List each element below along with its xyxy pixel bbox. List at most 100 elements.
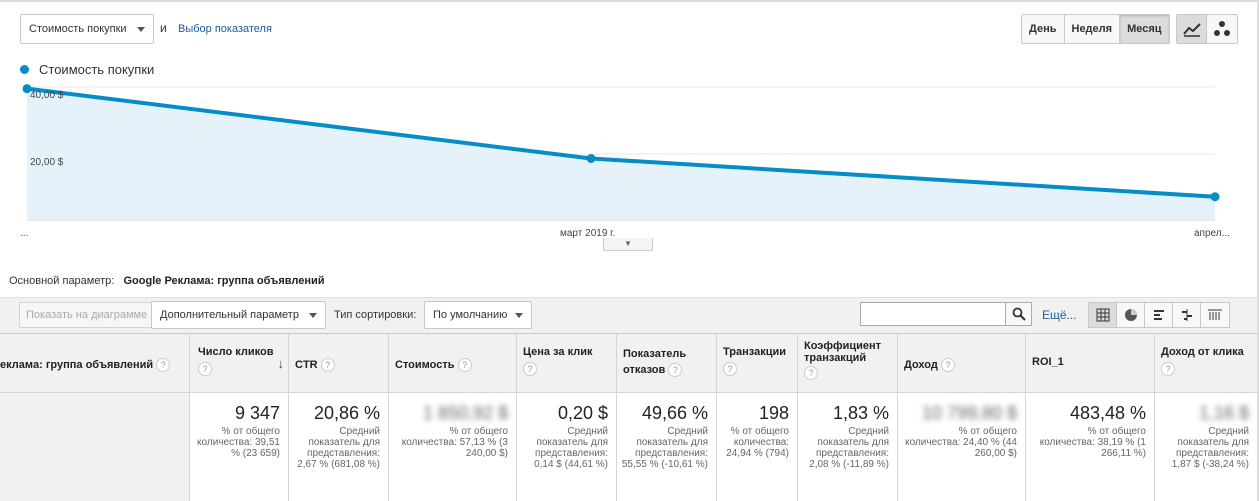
help-icon[interactable]: ? bbox=[156, 358, 171, 372]
motion-chart-icon[interactable] bbox=[1207, 15, 1237, 43]
chart-legend: Стоимость покупки bbox=[20, 62, 154, 77]
totals-sub: Средний показатель для представления: 55… bbox=[621, 426, 708, 470]
sort-type-value: По умолчанию bbox=[433, 309, 508, 321]
period-month-button[interactable]: Месяц bbox=[1120, 15, 1169, 43]
chevron-down-icon bbox=[515, 313, 523, 318]
totals-value: 198 bbox=[758, 403, 789, 423]
legend-dot-icon bbox=[20, 65, 29, 74]
column-header-transactions[interactable]: Транзакции ? bbox=[716, 334, 797, 393]
help-icon[interactable]: ? bbox=[320, 358, 335, 372]
help-icon[interactable]: ? bbox=[804, 366, 818, 380]
chevron-down-icon bbox=[309, 313, 317, 318]
totals-cell-cpc: 0,20 $ Средний показатель для представле… bbox=[516, 393, 616, 501]
totals-sub: % от общего количества: 57,13 % (3 240,0… bbox=[401, 426, 508, 459]
help-icon[interactable]: ? bbox=[940, 358, 955, 372]
column-header-label: Показатель отказов bbox=[623, 348, 687, 376]
totals-value: 10 799,80 $ bbox=[921, 403, 1017, 423]
totals-value: 49,66 % bbox=[641, 403, 708, 423]
data-point[interactable] bbox=[586, 153, 596, 163]
period-day-button[interactable]: День bbox=[1022, 15, 1065, 43]
totals-sub: % от общего количества: 39,51 % (23 659) bbox=[197, 426, 280, 459]
data-point[interactable] bbox=[1210, 192, 1220, 202]
period-week-button[interactable]: Неделя bbox=[1064, 15, 1121, 43]
column-header-label: Стоимость bbox=[395, 358, 455, 371]
column-header-roi[interactable]: ROI_1 bbox=[1025, 334, 1154, 393]
help-icon[interactable]: ? bbox=[668, 363, 683, 378]
period-toggle: День Неделя Месяц bbox=[1021, 14, 1170, 44]
table-header: екламa: группа объявлений ? Число кликов… bbox=[0, 334, 1257, 393]
help-icon[interactable]: ? bbox=[523, 362, 537, 376]
line-chart-icon[interactable] bbox=[1177, 15, 1207, 43]
data-table-icon[interactable] bbox=[1089, 303, 1117, 327]
pie-chart-icon[interactable] bbox=[1117, 303, 1145, 327]
table-view-toggle bbox=[1088, 302, 1230, 328]
search-icon[interactable] bbox=[1005, 302, 1032, 326]
comparison-icon[interactable] bbox=[1173, 303, 1201, 327]
column-header-label: Доход bbox=[904, 358, 938, 371]
help-icon[interactable]: ? bbox=[198, 362, 212, 376]
primary-dimension-value[interactable]: Google Реклама: группа объявлений bbox=[123, 275, 325, 287]
sort-type-label: Тип сортировки: bbox=[334, 309, 417, 321]
column-header-revenue-per-click[interactable]: Доход от клика ? bbox=[1154, 334, 1257, 393]
column-header-cpc[interactable]: Цена за клик ? bbox=[516, 334, 616, 393]
secondary-dimension-select[interactable]: Дополнительный параметр bbox=[151, 301, 326, 329]
column-header-revenue[interactable]: Доход ? bbox=[897, 334, 1025, 393]
column-header-ctr[interactable]: CTR ? bbox=[288, 334, 388, 393]
select-metric-link[interactable]: Выбор показателя bbox=[178, 23, 272, 35]
performance-bars-icon[interactable] bbox=[1145, 303, 1173, 327]
help-icon[interactable]: ? bbox=[1161, 362, 1175, 376]
line-chart: 20,00 $ 40,00 $ ... март 2019 г. апрел..… bbox=[20, 84, 1230, 239]
totals-row: 9 347 % от общего количества: 39,51 % (2… bbox=[0, 393, 1257, 501]
totals-cell-conversion-rate: 1,83 % Средний показатель для представле… bbox=[797, 393, 897, 501]
totals-cell-clicks: 9 347 % от общего количества: 39,51 % (2… bbox=[189, 393, 288, 501]
data-table: екламa: группа объявлений ? Число кликов… bbox=[0, 333, 1257, 501]
totals-value: 1 850,92 $ bbox=[422, 403, 508, 423]
column-header-label: Число кликов bbox=[198, 346, 274, 358]
data-point[interactable] bbox=[22, 84, 32, 94]
totals-cell-revenue-per-click: 1,16 $ Средний показатель для представле… bbox=[1154, 393, 1257, 501]
totals-cell-bounce-rate: 49,66 % Средний показатель для представл… bbox=[616, 393, 716, 501]
totals-sub: Средний показатель для представления: 1,… bbox=[1171, 426, 1249, 470]
metric-select-label: Стоимость покупки bbox=[29, 23, 127, 35]
series-area bbox=[27, 88, 1215, 220]
column-header-cost[interactable]: Стоимость ? bbox=[388, 334, 516, 393]
y-tick-label: 20,00 $ bbox=[30, 157, 64, 168]
totals-cell-cost: 1 850,92 $ % от общего количества: 57,13… bbox=[388, 393, 516, 501]
help-icon[interactable]: ? bbox=[723, 362, 737, 376]
totals-value: 0,20 $ bbox=[557, 403, 608, 423]
column-header-conversion-rate[interactable]: Коэффициент транзакций ? bbox=[797, 334, 897, 393]
chart-collapse-handle[interactable]: ▼ bbox=[603, 238, 653, 251]
legend-label: Стоимость покупки bbox=[39, 62, 155, 77]
sort-type-select[interactable]: По умолчанию bbox=[424, 301, 532, 329]
chevron-down-icon bbox=[137, 27, 145, 32]
primary-dimension-label: Основной параметр: bbox=[9, 275, 115, 287]
totals-value: 1,16 $ bbox=[1198, 403, 1249, 423]
frame-border bbox=[1257, 0, 1259, 501]
totals-cell-ctr: 20,86 % Средний показатель для представл… bbox=[288, 393, 388, 501]
show-on-chart-button[interactable]: Показать на диаграмме bbox=[19, 302, 155, 328]
help-icon[interactable]: ? bbox=[457, 358, 472, 372]
column-header-label: Цена за клик bbox=[523, 346, 593, 358]
totals-sub: Средний показатель для представления: 2,… bbox=[809, 426, 889, 470]
and-text: и bbox=[160, 21, 167, 35]
totals-cell-roi: 483,48 % % от общего количества: 38,19 %… bbox=[1025, 393, 1154, 501]
column-header-ad-group[interactable]: екламa: группа объявлений ? bbox=[0, 334, 189, 393]
totals-sub: % от общего количества: 38,19 % (1 266,1… bbox=[1039, 426, 1146, 459]
totals-value: 20,86 % bbox=[313, 403, 380, 423]
term-cloud-icon[interactable] bbox=[1201, 303, 1229, 327]
column-header-label: Транзакции bbox=[723, 346, 787, 358]
column-header-clicks[interactable]: Число кликов ? ↓ bbox=[189, 334, 288, 393]
more-link[interactable]: Ещё... bbox=[1042, 308, 1077, 322]
table-search-input[interactable] bbox=[860, 302, 1006, 326]
metric-select[interactable]: Стоимость покупки bbox=[20, 14, 154, 44]
chart-type-toggle bbox=[1176, 14, 1238, 44]
frame-border bbox=[0, 0, 1259, 2]
totals-cell-transactions: 198 % от общего количества: 24,94 % (794… bbox=[716, 393, 797, 501]
primary-dimension: Основной параметр: Google Реклама: групп… bbox=[9, 275, 325, 287]
column-header-label: Доход от клика bbox=[1161, 346, 1244, 358]
column-header-bounce-rate[interactable]: Показатель отказов ? bbox=[616, 334, 716, 393]
totals-label-cell bbox=[0, 393, 189, 501]
x-tick-label: март 2019 г. bbox=[560, 228, 615, 239]
secondary-dimension-label: Дополнительный параметр bbox=[160, 309, 299, 321]
x-tick-label: апрел... bbox=[1194, 228, 1230, 239]
